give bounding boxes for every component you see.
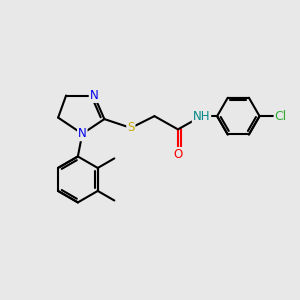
Text: NH: NH <box>193 110 210 123</box>
Text: O: O <box>173 148 183 161</box>
Text: S: S <box>127 122 134 134</box>
Text: Cl: Cl <box>274 110 287 123</box>
Text: N: N <box>78 127 87 140</box>
Text: N: N <box>90 89 98 102</box>
